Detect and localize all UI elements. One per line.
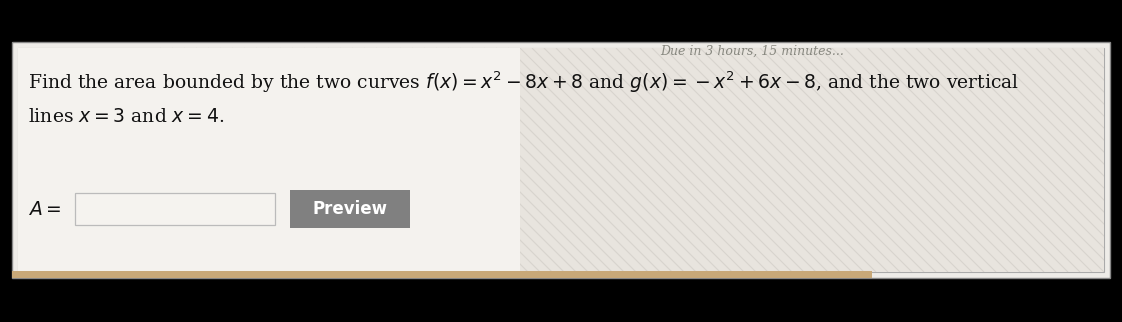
Text: Due in 3 hours, 15 minutes...: Due in 3 hours, 15 minutes...: [660, 45, 844, 58]
Text: lines $x = 3$ and $x = 4$.: lines $x = 3$ and $x = 4$.: [28, 108, 224, 126]
Bar: [75, 193, 275, 225]
Text: Find the area bounded by the two curves $f(x) = x^2 - 8x + 8$ and $g(x) =  - x^2: Find the area bounded by the two curves …: [28, 69, 1019, 95]
Bar: [519, 48, 1104, 272]
Bar: [18, 48, 1104, 272]
Text: $A =$: $A =$: [28, 201, 62, 219]
Text: Preview: Preview: [313, 200, 387, 218]
Bar: [18, 48, 519, 272]
Bar: [12, 271, 872, 278]
Bar: [289, 190, 410, 228]
Bar: [12, 42, 1110, 278]
